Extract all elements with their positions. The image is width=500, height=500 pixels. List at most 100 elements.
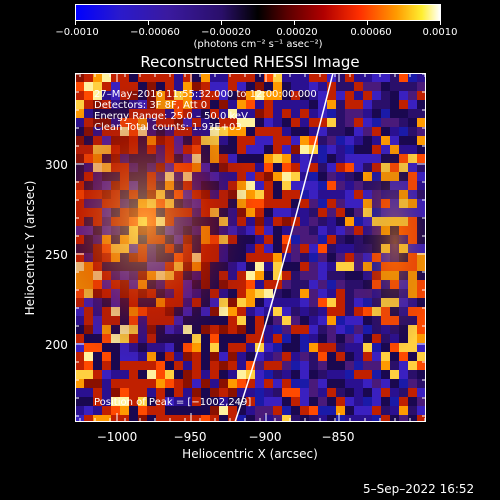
image-pixel	[111, 397, 120, 406]
image-pixel	[264, 271, 273, 280]
image-pixel	[390, 91, 399, 100]
image-pixel	[255, 181, 264, 190]
image-pixel	[345, 397, 354, 406]
image-pixel	[237, 352, 246, 361]
image-pixel	[399, 127, 408, 136]
image-pixel	[93, 91, 102, 100]
image-pixel	[75, 379, 84, 388]
image-pixel	[354, 109, 363, 118]
image-pixel	[417, 100, 426, 109]
image-pixel	[228, 307, 237, 316]
image-pixel	[156, 406, 165, 415]
image-pixel	[255, 163, 264, 172]
image-pixel	[408, 109, 417, 118]
image-pixel	[336, 136, 345, 145]
image-pixel	[300, 352, 309, 361]
image-pixel	[318, 154, 327, 163]
image-pixel	[246, 325, 255, 334]
image-pixel	[345, 406, 354, 415]
image-pixel	[417, 397, 426, 406]
image-pixel	[201, 100, 210, 109]
image-pixel	[354, 361, 363, 370]
image-pixel	[246, 118, 255, 127]
image-pixel	[255, 325, 264, 334]
image-pixel	[327, 253, 336, 262]
image-pixel	[417, 154, 426, 163]
image-pixel	[255, 406, 264, 415]
image-pixel	[336, 262, 345, 271]
image-pixel	[147, 370, 156, 379]
image-pixel	[246, 298, 255, 307]
image-pixel	[336, 154, 345, 163]
image-pixel	[291, 307, 300, 316]
image-pixel	[111, 82, 120, 91]
image-pixel	[219, 397, 228, 406]
colorbar-unit-label: (photons cm⁻² s⁻¹ asec⁻²)	[193, 39, 323, 50]
image-pixel	[309, 307, 318, 316]
image-pixel	[318, 253, 327, 262]
image-pixel	[327, 136, 336, 145]
image-pixel	[228, 397, 237, 406]
image-pixel	[327, 298, 336, 307]
x-tick-label: −900	[248, 430, 282, 444]
image-pixel	[336, 379, 345, 388]
image-pixel	[138, 397, 147, 406]
image-pixel	[327, 208, 336, 217]
image-pixel	[390, 379, 399, 388]
image-pixel	[282, 370, 291, 379]
image-pixel	[381, 82, 390, 91]
image-pixel	[327, 235, 336, 244]
image-pixel	[408, 379, 417, 388]
image-pixel	[309, 325, 318, 334]
image-pixel	[363, 352, 372, 361]
image-pixel	[363, 388, 372, 397]
image-pixel	[309, 289, 318, 298]
image-pixel	[345, 379, 354, 388]
image-pixel	[273, 181, 282, 190]
image-pixel	[291, 370, 300, 379]
image-pixel	[192, 73, 201, 82]
image-pixel	[264, 361, 273, 370]
image-pixel	[309, 100, 318, 109]
image-pixel	[318, 271, 327, 280]
image-pixel	[174, 73, 183, 82]
image-pixel	[381, 415, 390, 422]
image-pixel	[354, 136, 363, 145]
image-pixel	[255, 397, 264, 406]
image-pixel	[192, 370, 201, 379]
image-pixel	[309, 217, 318, 226]
image-pixel	[273, 352, 282, 361]
image-pixel	[264, 388, 273, 397]
image-pixel	[255, 145, 264, 154]
image-pixel	[372, 91, 381, 100]
image-pixel	[345, 226, 354, 235]
image-pixel	[156, 361, 165, 370]
image-pixel	[174, 397, 183, 406]
image-pixel	[273, 325, 282, 334]
image-pixel	[228, 109, 237, 118]
x-tick-label: −850	[321, 430, 355, 444]
image-pixel	[264, 154, 273, 163]
annotation-total-counts: Clean Total counts: 1.93E+03	[94, 122, 242, 133]
image-pixel	[300, 280, 309, 289]
image-pixel	[219, 118, 228, 127]
image-pixel	[336, 190, 345, 199]
image-pixel	[318, 244, 327, 253]
image-pixel	[345, 352, 354, 361]
image-pixel	[417, 388, 426, 397]
image-pixel	[291, 199, 300, 208]
image-pixel	[336, 253, 345, 262]
image-pixel	[318, 397, 327, 406]
image-pixel	[336, 217, 345, 226]
image-pixel	[273, 244, 282, 253]
image-pixel	[120, 361, 129, 370]
image-pixel	[129, 361, 138, 370]
image-pixel	[228, 406, 237, 415]
image-pixel	[318, 208, 327, 217]
image-pixel	[291, 388, 300, 397]
image-pixel	[309, 163, 318, 172]
image-pixel	[399, 100, 408, 109]
colorbar-tick-label: −0.0010	[55, 27, 99, 38]
image-pixel	[264, 325, 273, 334]
image-pixel	[255, 91, 264, 100]
